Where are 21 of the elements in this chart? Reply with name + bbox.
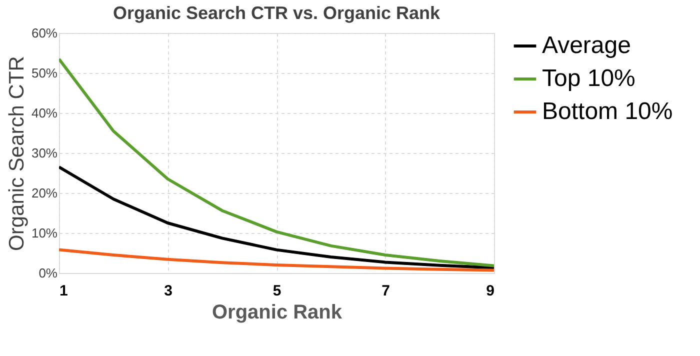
chart-title: Organic Search CTR vs. Organic Rank [112, 3, 442, 23]
y-tick-label: 60% [31, 26, 58, 40]
legend-label: Top 10% [542, 65, 636, 92]
y-tick-label: 30% [31, 146, 58, 160]
legend-label: Bottom 10% [542, 98, 673, 125]
line-series [59, 58, 494, 268]
y-tick-label: 50% [31, 66, 58, 80]
y-tick-label: 40% [31, 106, 58, 120]
x-tick-label: 9 [486, 282, 494, 300]
y-tick-label: 10% [31, 226, 58, 240]
line-series [59, 248, 494, 272]
x-tick-label: 1 [60, 282, 68, 300]
x-axis-title: Organic Rank [212, 302, 343, 324]
x-tick-label: 3 [164, 282, 172, 300]
legend-label: Average [542, 32, 631, 59]
y-axis-title: Organic Search CTR [5, 56, 28, 251]
y-tick-label: 0% [38, 266, 58, 280]
x-tick-label: 7 [382, 282, 390, 300]
line-series [59, 166, 494, 270]
y-tick-label: 20% [31, 186, 58, 200]
x-tick-label: 5 [272, 282, 282, 300]
